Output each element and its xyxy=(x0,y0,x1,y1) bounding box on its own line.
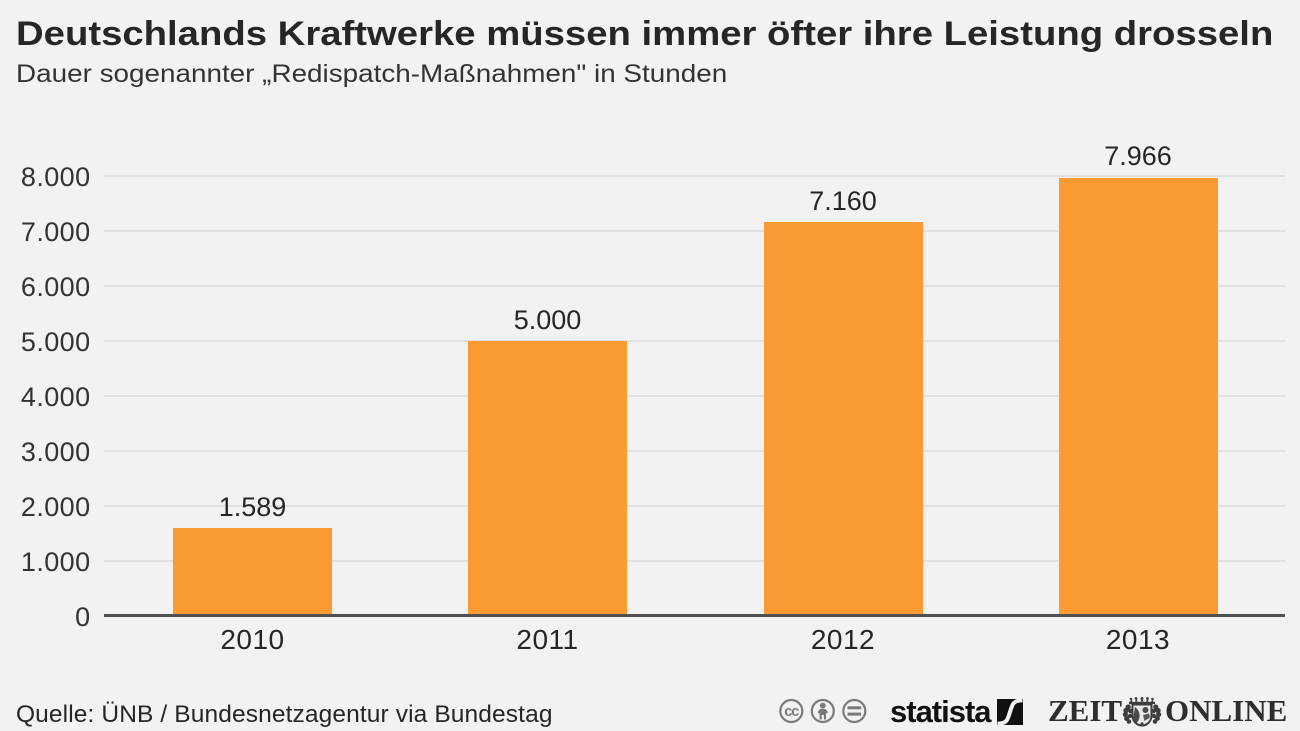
svg-text:cc: cc xyxy=(784,704,799,720)
